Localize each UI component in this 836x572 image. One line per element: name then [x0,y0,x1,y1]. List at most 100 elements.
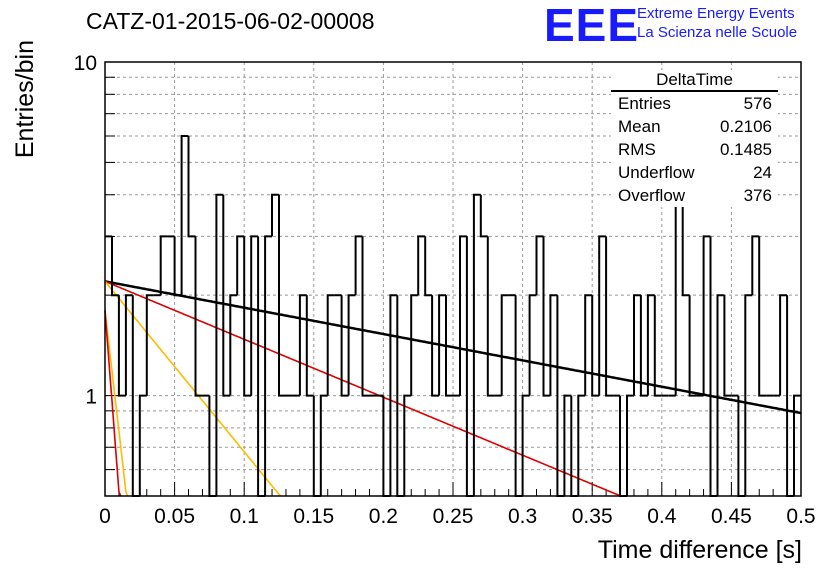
stats-row: Entries 576 [611,92,778,115]
stats-box: DeltaTime Entries 576 Mean 0.2106 RMS 0.148… [611,70,778,207]
histogram-bin [145,294,154,396]
x-tick-label: 0.3 [508,505,537,528]
logo-line-2: La Scienza nelle Scuole [637,24,798,41]
histogram-bin [194,236,203,397]
stats-label: Underflow [618,163,695,182]
plot-title: CATZ-01-2015-06-02-00008 [86,8,375,34]
histogram-bin [445,295,453,397]
y-axis-label: Entries/bin [11,40,39,158]
histogram-bin [584,294,593,396]
stats-row: Underflow 24 [611,161,778,184]
fit-curve [104,280,282,497]
histogram-bin [138,394,147,496]
stats-label: Entries [618,94,671,113]
histogram-bin [305,295,314,397]
histogram-bin [472,193,481,496]
histogram-bin [716,294,725,496]
histogram-bin [542,236,551,397]
histogram-bin [598,235,607,396]
histogram-bin [465,236,474,497]
histogram-bin [709,236,718,497]
histogram-bin [424,236,433,297]
histogram-bin [222,194,231,397]
histogram-bin [479,194,488,238]
histogram-bin [535,235,544,296]
histogram-bin [389,294,398,496]
histogram-bin [117,295,126,397]
histogram-bin [264,235,272,496]
x-tick-labels: 0 0.05 0.1 0.15 0.2 0.25 0.3 0.35 0.4 0.45 0.5 [99,505,815,528]
fit-curve [104,280,802,415]
histogram-bin [111,236,119,297]
histogram-bin [250,235,259,396]
x-tick-label: 0.05 [154,505,195,528]
x-tick-label: 0.45 [711,505,752,528]
fit-curve [104,310,122,497]
histogram-bin [257,236,266,497]
stats-row: Overflow 376 [611,184,778,207]
histogram-bin [563,394,572,496]
x-tick-label: 0.35 [572,505,613,528]
x-tick-label: 0.4 [647,505,677,528]
histogram-bin [319,394,328,496]
histogram-bin [459,235,467,396]
stats-label: Mean [618,117,661,136]
histogram-bin [187,136,196,238]
histogram-bin [646,294,655,396]
logo-caption: Extreme Energy Events La Scienza nelle S… [637,4,797,42]
histogram-bin [793,394,801,496]
histogram-bin [521,394,530,496]
histogram-bin [361,236,370,397]
histogram-bin [591,295,600,397]
stats-value: 376 [743,186,772,205]
fit-curve [104,310,129,497]
histogram-bin [500,294,509,396]
histogram-bin [549,294,558,396]
eee-logo: EEE [544,0,640,51]
stats-row: RMS 0.1485 [611,138,778,161]
histogram-bin [271,193,279,237]
histogram-bin [626,394,634,496]
stats-title: DeltaTime [611,70,778,92]
fit-curves [104,280,802,497]
histogram-bin [688,295,697,397]
histogram-bin [229,294,238,396]
plot-frame [104,61,802,497]
stats-label: RMS [618,140,656,159]
histogram-bin [528,294,537,396]
histogram-bin [653,295,662,397]
x-tick-label: 0.1 [230,505,259,528]
stats-label: Overflow [618,186,686,205]
histogram-bin [486,236,495,397]
histogram-bin [403,394,412,496]
histogram-bin [751,235,760,296]
histogram-bin [243,236,252,397]
histogram-bin [633,294,641,396]
histogram-bin [159,235,168,296]
logo-line-1: Extreme Energy Events [637,5,795,22]
histogram-bin [326,294,335,396]
histogram-bin [723,295,732,397]
stats-value: 0.2106 [720,117,772,136]
stats-value: 24 [753,163,772,182]
histogram-bin [124,294,133,396]
histogram-bin [605,236,614,397]
histogram-bin [779,294,788,396]
histogram-bin [278,194,286,397]
x-tick-label: 0.2 [369,505,398,528]
histogram-bin [431,295,440,397]
histogram-bin [180,135,189,296]
stats-row: Mean 0.2106 [611,115,778,138]
histogram-bin [215,193,224,496]
y-tick-label: 10 [74,52,97,75]
histogram-bin [173,236,182,297]
x-tick-label: 0.5 [786,505,815,528]
y-tick-labels: 1 10 [74,52,97,409]
histogram-bin [681,194,690,297]
histogram-bin [639,295,648,397]
histogram-bin [744,294,753,496]
histogram-bin [236,235,245,296]
histogram-bin [340,295,349,397]
x-axis-label: Time difference [s] [598,536,802,564]
